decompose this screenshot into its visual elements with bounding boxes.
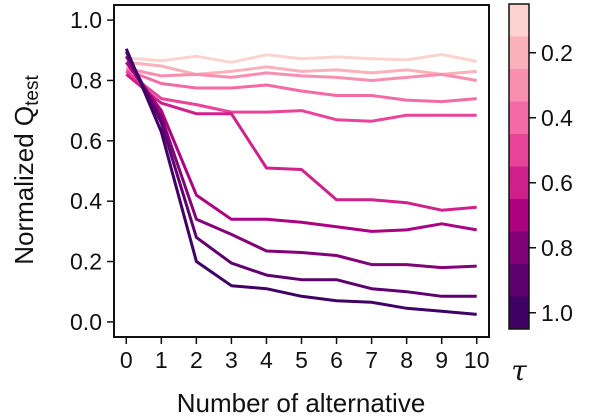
y-tick-label: 0.2 (70, 249, 102, 275)
y-axis-label-main: Normalized Q (9, 106, 39, 265)
series-line-tau-0.8 (125, 55, 477, 270)
x-tick-label: 0 (120, 347, 133, 373)
y-tick-label: 0.6 (70, 128, 102, 154)
x-axis-label: Number of alternative (177, 388, 426, 418)
colorbar-band-1 (509, 296, 529, 330)
x-tick-label: 1 (155, 347, 168, 373)
colorbar-frame (508, 3, 530, 330)
x-tick-label: 5 (295, 347, 308, 373)
x-tick-label: 8 (400, 347, 413, 373)
x-tick-label: 6 (330, 347, 343, 373)
x-axis: 0 1 2 3 4 5 6 7 8 9 10 (120, 337, 490, 373)
series-line-tau-0.5 (125, 70, 477, 123)
colorbar-band-0.2 (509, 36, 529, 70)
colorbar-band-0.4 (509, 101, 529, 135)
series-line-tau-0.2 (126, 60, 477, 76)
series-line-tau-0.4 (125, 68, 477, 104)
series-line-tau-0.7 (125, 61, 477, 233)
colorbar (509, 4, 529, 330)
colorbar-band-0.6 (509, 166, 529, 200)
y-axis-label: Normalized Qtest (9, 74, 43, 264)
colorbar-band-0.7 (509, 199, 529, 232)
series-line-tau-0.9 (124, 51, 477, 298)
series-line-tau-0.1 (126, 53, 477, 64)
x-tick-label: 4 (260, 347, 273, 373)
colorbar-band-0.1 (509, 4, 529, 37)
colorbar-band-0.9 (509, 264, 529, 297)
x-tick-label: 10 (464, 347, 490, 373)
series-line-tau-1 (124, 48, 477, 316)
y-tick-label: 1.0 (70, 7, 102, 33)
colorbar-tick-label: 1.0 (541, 300, 573, 326)
colorbar-tick-label: 0.2 (541, 40, 573, 66)
y-tick-label: 0.0 (70, 309, 102, 335)
colorbar-band-0.3 (509, 69, 529, 102)
series-layer (124, 48, 477, 316)
y-axis-label-sub: test (22, 74, 43, 105)
y-axis: 0.0 0.2 0.4 0.6 0.8 1.0 (70, 7, 114, 335)
colorbar-ticks: 0.2 0.4 0.6 0.8 1.0 (529, 40, 573, 326)
x-tick-label: 7 (365, 347, 378, 373)
series-line-tau-0.3 (125, 66, 477, 82)
y-tick-label: 0.8 (70, 67, 102, 93)
x-tick-label: 2 (190, 347, 203, 373)
colorbar-band-0.5 (509, 134, 529, 167)
colorbar-tick-label: 0.8 (541, 235, 573, 261)
x-tick-label: 3 (225, 347, 238, 373)
x-tick-label: 9 (435, 347, 448, 373)
colorbar-tick-label: 0.6 (541, 170, 573, 196)
series-line-tau-0.6 (125, 73, 477, 212)
y-tick-label: 0.4 (70, 188, 102, 214)
colorbar-label: τ (511, 354, 527, 387)
colorbar-band-0.8 (509, 231, 529, 265)
colorbar-tick-label: 0.4 (541, 105, 573, 131)
